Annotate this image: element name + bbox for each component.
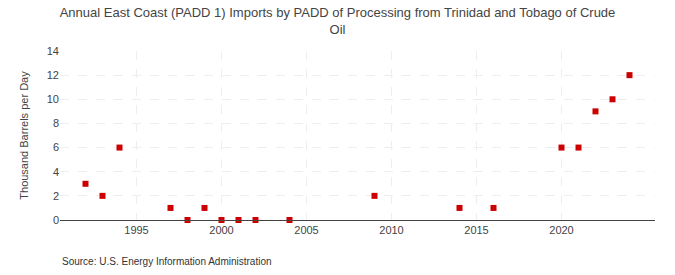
svg-text:Annual East Coast (PADD 1) Imp: Annual East Coast (PADD 1) Imports by PA… xyxy=(60,5,616,37)
svg-text:2: 2 xyxy=(53,190,59,202)
svg-text:2000: 2000 xyxy=(209,224,233,236)
svg-text:4: 4 xyxy=(53,166,59,178)
svg-text:2005: 2005 xyxy=(294,224,318,236)
svg-text:Thousand Barrels per Day: Thousand Barrels per Day xyxy=(18,71,30,200)
svg-text:14: 14 xyxy=(47,45,59,57)
svg-text:6: 6 xyxy=(53,141,59,153)
svg-text:10: 10 xyxy=(47,93,59,105)
svg-text:Source: U.S. Energy Informatio: Source: U.S. Energy Information Administ… xyxy=(62,256,272,267)
svg-text:8: 8 xyxy=(53,117,59,129)
svg-text:2015: 2015 xyxy=(464,224,488,236)
svg-text:2020: 2020 xyxy=(549,224,573,236)
svg-text:12: 12 xyxy=(47,69,59,81)
svg-text:1995: 1995 xyxy=(124,224,148,236)
svg-text:2010: 2010 xyxy=(379,224,403,236)
svg-text:0: 0 xyxy=(53,214,59,226)
